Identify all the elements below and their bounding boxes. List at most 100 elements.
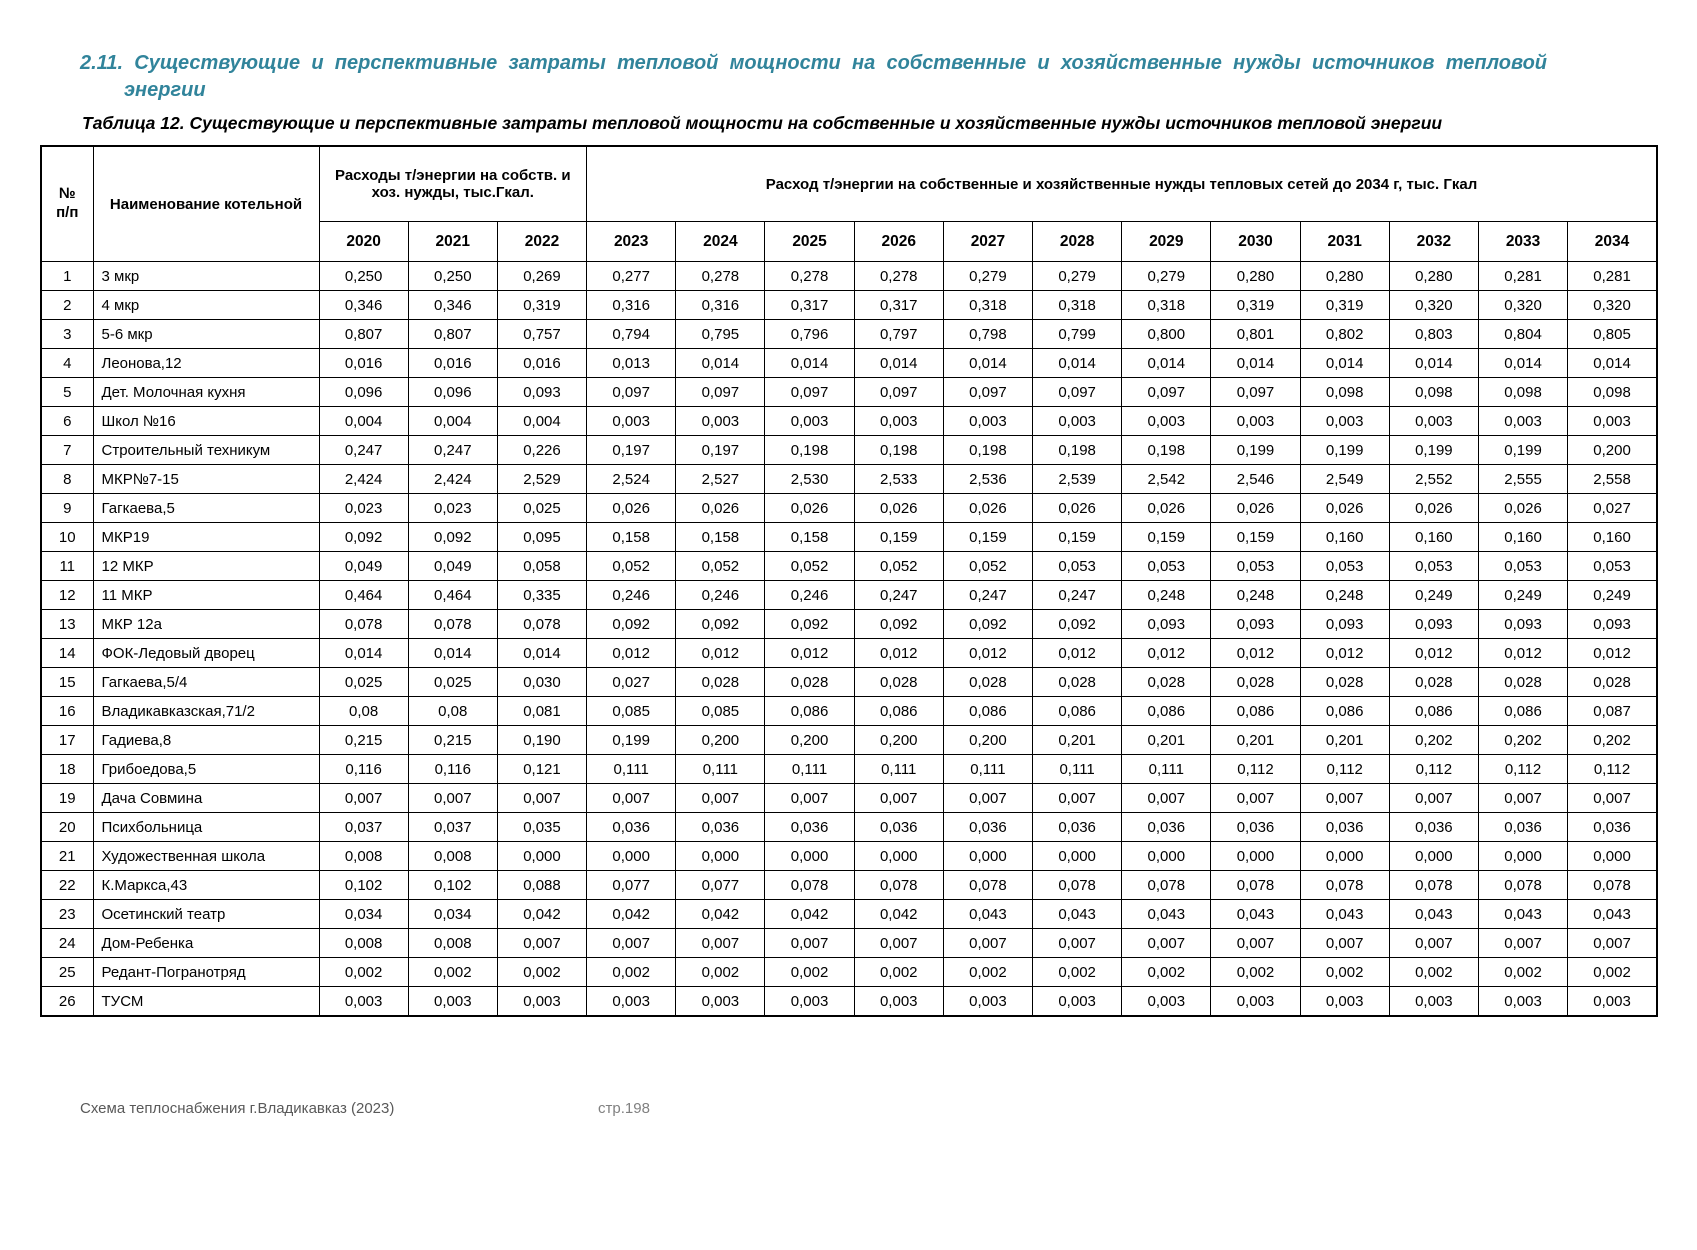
boiler-name: МКР№7-15 [92, 464, 320, 495]
value-cell-2020: 0,003 [318, 986, 409, 1017]
value-cell-2024: 0,158 [675, 522, 766, 553]
value-cell-2028: 0,201 [1032, 725, 1123, 756]
value-cell-2023: 0,012 [586, 638, 677, 669]
footer-page-number: стр.198 [598, 1100, 650, 1117]
value-cell-2029: 0,026 [1121, 493, 1212, 524]
value-cell-2022: 0,003 [496, 986, 588, 1017]
value-cell-2022: 0,030 [496, 667, 588, 698]
value-cell-2025: 0,086 [764, 696, 855, 727]
value-cell-2021: 0,014 [407, 638, 498, 669]
value-cell-2027: 0,092 [942, 609, 1034, 640]
table-row: 19 Дача Совмина 0,007 0,007 0,007 0,007 0,007 0… [40, 783, 1658, 814]
value-cell-2023: 0,085 [586, 696, 677, 727]
value-cell-2024: 0,012 [675, 638, 766, 669]
value-cell-2033: 0,202 [1477, 725, 1569, 756]
value-cell-2022: 0,004 [496, 406, 588, 437]
value-cell-2020: 0,092 [318, 522, 409, 553]
value-cell-2021: 0,215 [407, 725, 498, 756]
table-row: 26 ТУСМ 0,003 0,003 0,003 0,003 0,003 0,003 0,00… [40, 986, 1658, 1017]
value-cell-2025: 0,007 [764, 783, 855, 814]
value-cell-2034: 0,003 [1567, 406, 1658, 437]
row-number: 14 [40, 638, 94, 669]
value-cell-2026: 0,003 [853, 986, 944, 1017]
value-cell-2027: 0,052 [942, 551, 1034, 582]
year-header-2033: 2033 [1477, 221, 1569, 263]
table-row: 18 Грибоедова,5 0,116 0,116 0,121 0,111 0,111 0… [40, 754, 1658, 785]
row-number: 6 [40, 406, 94, 437]
value-cell-2031: 0,026 [1299, 493, 1390, 524]
value-cell-2023: 0,158 [586, 522, 677, 553]
value-cell-2026: 0,042 [853, 899, 944, 930]
value-cell-2033: 0,112 [1477, 754, 1569, 785]
value-cell-2031: 2,549 [1299, 464, 1390, 495]
value-cell-2030: 2,546 [1210, 464, 1301, 495]
value-cell-2027: 0,003 [942, 986, 1034, 1017]
value-cell-2025: 0,111 [764, 754, 855, 785]
value-cell-2029: 0,007 [1121, 783, 1212, 814]
value-cell-2033: 0,007 [1477, 783, 1569, 814]
value-cell-2029: 0,028 [1121, 667, 1212, 698]
value-cell-2028: 0,092 [1032, 609, 1123, 640]
value-cell-2030: 0,003 [1210, 986, 1301, 1017]
value-cell-2023: 0,036 [586, 812, 677, 843]
boiler-name: Дет. Молочная кухня [92, 377, 320, 408]
value-cell-2022: 0,007 [496, 928, 588, 959]
row-number: 16 [40, 696, 94, 727]
value-cell-2021: 0,025 [407, 667, 498, 698]
value-cell-2024: 0,042 [675, 899, 766, 930]
value-cell-2027: 0,159 [942, 522, 1034, 553]
value-cell-2028: 0,007 [1032, 783, 1123, 814]
value-cell-2023: 0,007 [586, 783, 677, 814]
value-cell-2025: 0,246 [764, 580, 855, 611]
value-cell-2028: 0,003 [1032, 406, 1123, 437]
value-cell-2024: 0,278 [675, 261, 766, 292]
value-cell-2024: 0,003 [675, 986, 766, 1017]
value-cell-2033: 0,160 [1477, 522, 1569, 553]
value-cell-2032: 0,093 [1388, 609, 1479, 640]
boiler-name: МКР19 [92, 522, 320, 553]
value-cell-2030: 0,043 [1210, 899, 1301, 930]
value-cell-2022: 0,081 [496, 696, 588, 727]
value-cell-2033: 0,281 [1477, 261, 1569, 292]
value-cell-2034: 0,007 [1567, 783, 1658, 814]
value-cell-2031: 0,053 [1299, 551, 1390, 582]
value-cell-2025: 0,002 [764, 957, 855, 988]
value-cell-2032: 0,002 [1388, 957, 1479, 988]
value-cell-2024: 0,092 [675, 609, 766, 640]
table-row: 25 Редант-Погранотряд 0,002 0,002 0,002 0,002… [40, 957, 1658, 988]
value-cell-2028: 2,539 [1032, 464, 1123, 495]
value-cell-2024: 0,014 [675, 348, 766, 379]
table-row: 21 Художественная школа 0,008 0,008 0,000 0,0… [40, 841, 1658, 872]
value-cell-2020: 0,014 [318, 638, 409, 669]
year-header-row: 2020 2021 2022 2023 2024 2025 2026 2027 2028 2029… [41, 221, 1658, 263]
value-cell-2030: 0,028 [1210, 667, 1301, 698]
value-cell-2020: 0,078 [318, 609, 409, 640]
value-cell-2032: 0,112 [1388, 754, 1479, 785]
value-cell-2028: 0,002 [1032, 957, 1123, 988]
value-cell-2034: 2,558 [1567, 464, 1658, 495]
year-header-2026: 2026 [853, 221, 944, 263]
value-cell-2022: 0,035 [496, 812, 588, 843]
value-cell-2026: 0,052 [853, 551, 944, 582]
value-cell-2027: 0,279 [942, 261, 1034, 292]
value-cell-2023: 0,097 [586, 377, 677, 408]
value-cell-2020: 0,004 [318, 406, 409, 437]
table-row: 15 Гагкаева,5/4 0,025 0,025 0,030 0,027 0,028 0… [40, 667, 1658, 698]
value-cell-2022: 0,226 [496, 435, 588, 466]
table-row: 20 Психбольница 0,037 0,037 0,035 0,036 0,036 0… [40, 812, 1658, 843]
value-cell-2022: 0,078 [496, 609, 588, 640]
value-cell-2023: 0,092 [586, 609, 677, 640]
value-cell-2030: 0,007 [1210, 783, 1301, 814]
value-cell-2033: 2,555 [1477, 464, 1569, 495]
value-cell-2021: 0,008 [407, 928, 498, 959]
value-cell-2020: 2,424 [318, 464, 409, 495]
row-number: 11 [40, 551, 94, 582]
value-cell-2021: 0,037 [407, 812, 498, 843]
value-cell-2033: 0,804 [1477, 319, 1569, 350]
value-cell-2031: 0,007 [1299, 928, 1390, 959]
value-cell-2034: 0,093 [1567, 609, 1658, 640]
value-cell-2027: 0,198 [942, 435, 1034, 466]
value-cell-2025: 0,052 [764, 551, 855, 582]
value-cell-2030: 0,026 [1210, 493, 1301, 524]
year-header-2029: 2029 [1121, 221, 1212, 263]
